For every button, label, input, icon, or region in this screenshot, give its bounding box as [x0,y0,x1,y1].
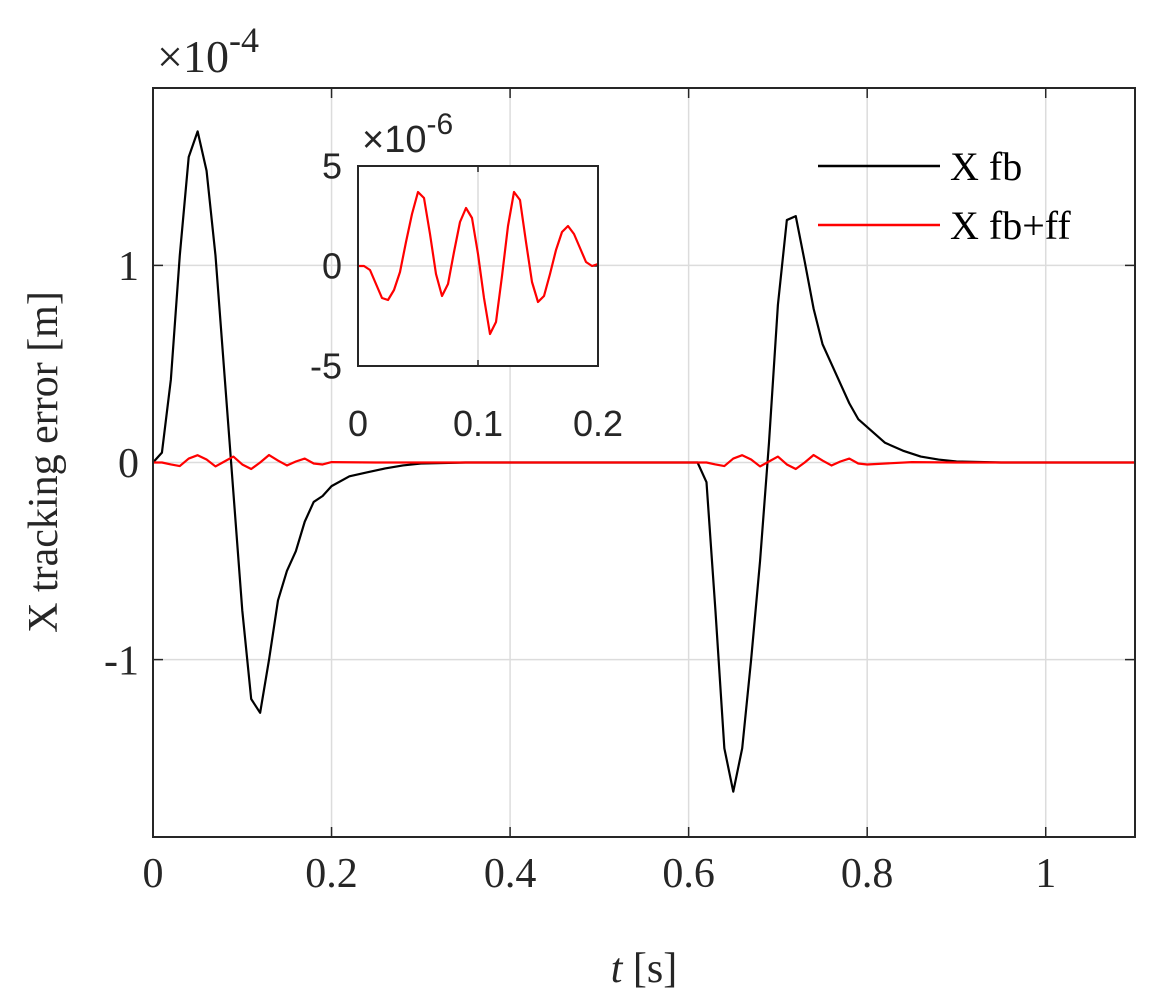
x-axis-label-var: t [611,946,624,992]
x-tick-label: 1 [1035,851,1056,897]
inset-axes: 0 0.1 0.2 -505 ×10-6 [310,108,623,444]
y-tick-label: 0 [322,246,342,287]
legend-label-x-fb: X fb [950,144,1022,189]
inset-grid [358,166,598,366]
series-line-1 [153,453,1135,471]
inset-y-multiplier-base: ×10 [362,119,426,161]
x-tick-label: 0.2 [305,851,358,897]
main-axes: 0 0.2 0.4 0.6 0.8 1 -101 ×10-4 t [s] X tracki… [21,20,1136,992]
main-series [152,130,1135,793]
x-tick-label: 0.1 [453,403,503,444]
inset-y-multiplier: ×10-6 [362,108,453,161]
x-axis-label: t [s] [611,946,678,992]
y-tick-label: -5 [310,346,342,387]
main-y-multiplier-base: ×10 [157,31,229,82]
x-axis-label-unit: [s] [622,946,677,992]
main-y-tick-labels: -1 0 1 [104,244,139,684]
y-tick-label: 5 [322,146,342,187]
inset-y-multiplier-exponent: -6 [426,108,453,141]
x-tick-label: 0.8 [841,851,894,897]
x-tick-label: 0 [348,403,368,444]
x-tick-label: 0 [143,851,164,897]
y-tick-label: -1 [104,638,139,684]
y-tick-label: 0 [118,441,139,487]
x-tick-label: 0.4 [484,851,537,897]
inset-plot-frame [357,165,599,367]
x-tick-label: 0.6 [662,851,715,897]
inset-series [358,190,599,336]
inset-x-tick-labels: 0 0.1 0.2 [348,403,623,444]
series-line-0 [358,190,599,336]
legend-label-x-fb-ff: X fb+ff [950,203,1071,248]
main-y-multiplier: ×10-4 [157,20,259,82]
y-axis-label: X tracking error [m] [21,291,67,633]
main-plot-frame [152,87,1136,838]
y-tick-label: 1 [118,244,139,290]
legend: X fb X fb+ff [818,144,1071,248]
main-y-multiplier-exponent: -4 [229,20,259,60]
inset-y-tick-labels: -5 0 5 [310,146,342,387]
x-tick-label: 0.2 [573,403,623,444]
main-x-tick-labels: 0 0.2 0.4 0.6 0.8 1 [143,851,1057,897]
